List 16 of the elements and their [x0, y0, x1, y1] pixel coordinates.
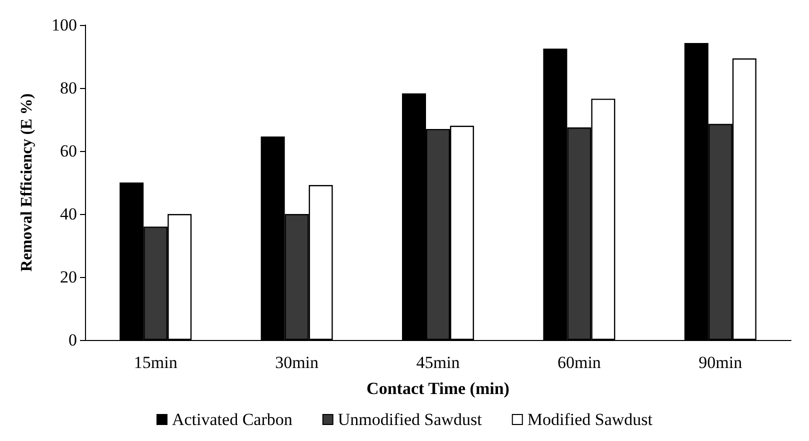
- x-tick-label: 90min: [698, 353, 743, 372]
- legend-label: Activated Carbon: [172, 410, 293, 429]
- x-tick-label: 15min: [134, 353, 178, 372]
- legend-label: Modified Sawdust: [527, 410, 653, 429]
- y-tick-label: 100: [52, 16, 77, 34]
- x-axis-title: Contact Time (min): [366, 379, 510, 398]
- y-axis-title: Removal Efficiency (E %): [18, 93, 36, 272]
- x-tick-label: 30min: [275, 353, 320, 372]
- y-tick-label: 80: [60, 78, 77, 98]
- y-tick-label: 20: [60, 268, 77, 286]
- legend-label: Unmodified Sawdust: [338, 410, 482, 429]
- y-tick-label: 60: [60, 142, 77, 160]
- y-tick-label: 40: [60, 204, 77, 224]
- x-tick-label: 60min: [557, 353, 602, 372]
- y-tick-label: 0: [68, 330, 77, 350]
- x-tick-label: 45min: [416, 353, 460, 372]
